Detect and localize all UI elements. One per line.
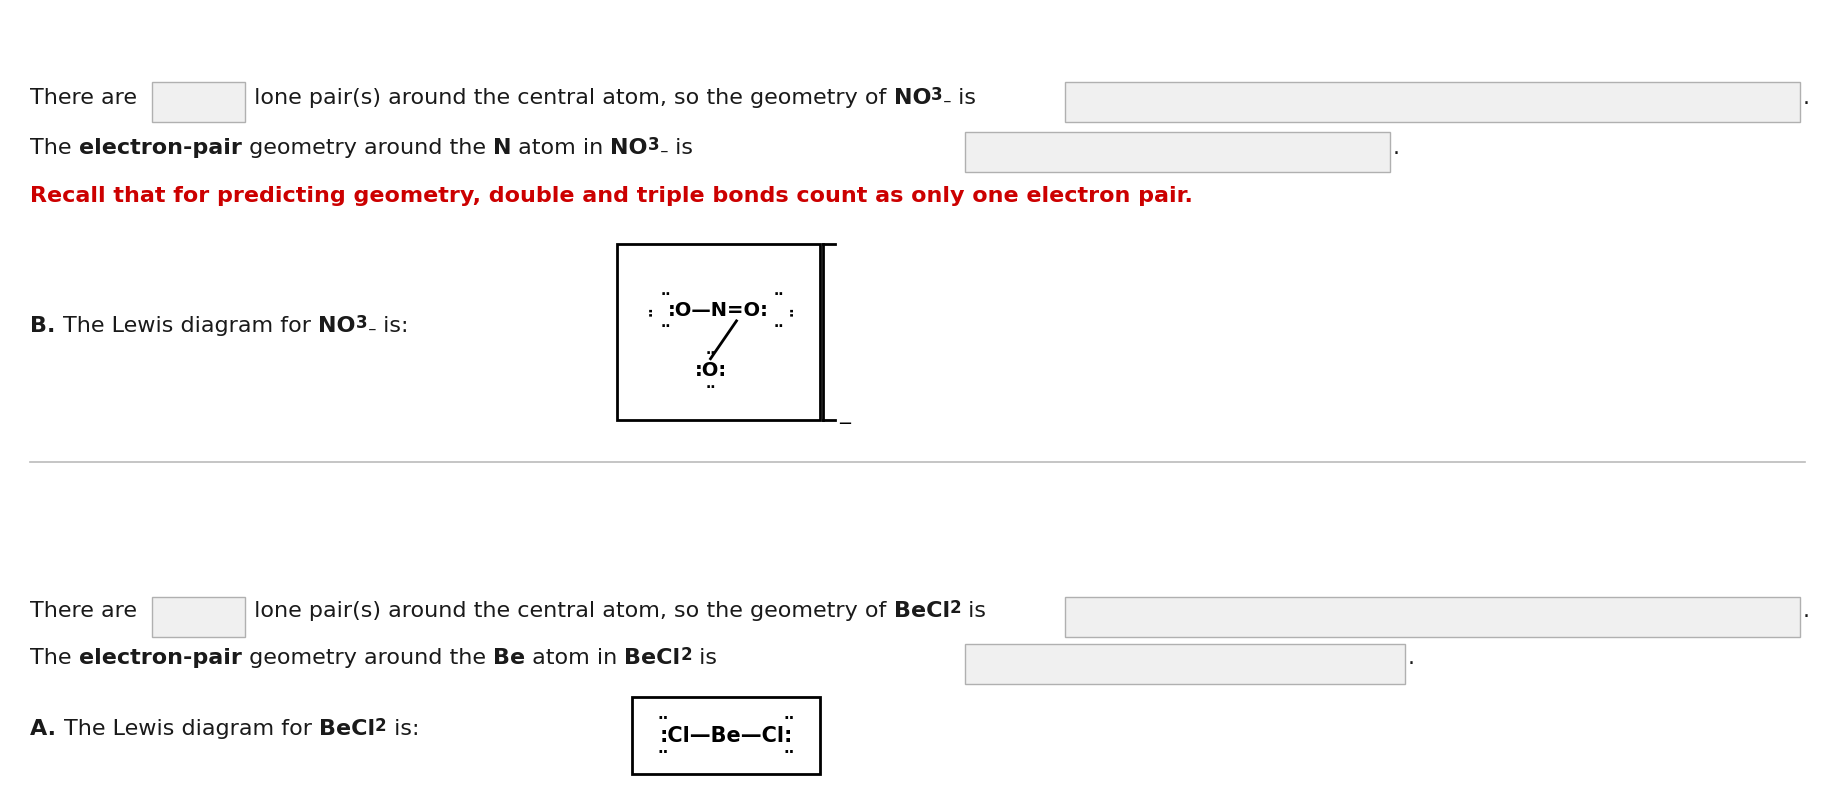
Text: The: The bbox=[29, 138, 79, 158]
Bar bbox=[152, 82, 246, 122]
Text: The Lewis diagram for: The Lewis diagram for bbox=[64, 719, 319, 739]
Text: is: is bbox=[668, 138, 694, 158]
Bar bbox=[617, 244, 820, 420]
Text: ··: ·· bbox=[773, 320, 784, 334]
Text: atom in: atom in bbox=[525, 648, 624, 668]
Text: 3: 3 bbox=[648, 136, 659, 154]
Text: 3: 3 bbox=[930, 86, 943, 104]
Text: N: N bbox=[492, 138, 512, 158]
Text: 2: 2 bbox=[681, 646, 692, 664]
Text: NO: NO bbox=[611, 138, 648, 158]
Bar bbox=[965, 644, 1406, 684]
Text: atom in: atom in bbox=[512, 138, 611, 158]
Text: NO: NO bbox=[894, 88, 930, 108]
Text: is: is bbox=[692, 648, 717, 668]
Text: Be: Be bbox=[492, 648, 525, 668]
Text: There are: There are bbox=[29, 601, 138, 621]
Text: :O:: :O: bbox=[694, 361, 727, 380]
Text: electron-pair: electron-pair bbox=[79, 648, 242, 668]
Text: ⁻: ⁻ bbox=[367, 324, 376, 342]
Bar bbox=[1064, 597, 1800, 637]
Text: ··: ·· bbox=[784, 745, 795, 760]
Bar bbox=[631, 697, 820, 774]
Text: There are: There are bbox=[29, 88, 138, 108]
Text: .: . bbox=[1393, 138, 1400, 158]
Text: ··: ·· bbox=[661, 320, 672, 334]
Text: is: is bbox=[962, 601, 985, 621]
Text: BeCl: BeCl bbox=[624, 648, 681, 668]
Text: .: . bbox=[1407, 648, 1415, 668]
Text: :O—N=O:: :O—N=O: bbox=[668, 302, 769, 321]
Text: ··: ·· bbox=[657, 745, 668, 760]
Text: ··: ·· bbox=[644, 306, 659, 316]
Text: −: − bbox=[837, 415, 851, 433]
Text: ··: ·· bbox=[785, 306, 800, 316]
Text: ··: ·· bbox=[784, 711, 795, 726]
Text: ··: ·· bbox=[661, 287, 672, 302]
Text: ··: ·· bbox=[657, 711, 668, 726]
Text: geometry around the: geometry around the bbox=[242, 138, 492, 158]
Text: lone pair(s) around the central atom, so the geometry of: lone pair(s) around the central atom, so… bbox=[248, 88, 894, 108]
Text: is:: is: bbox=[387, 719, 418, 739]
Text: lone pair(s) around the central atom, so the geometry of: lone pair(s) around the central atom, so… bbox=[248, 601, 894, 621]
Text: ⁻: ⁻ bbox=[659, 146, 668, 164]
Text: .: . bbox=[1804, 88, 1809, 108]
Text: NO: NO bbox=[317, 316, 356, 336]
Text: BeCl: BeCl bbox=[319, 719, 374, 739]
Text: :Cl—Be—Cl:: :Cl—Be—Cl: bbox=[659, 725, 793, 745]
Text: Recall that for predicting geometry, double and triple bonds count as only one e: Recall that for predicting geometry, dou… bbox=[29, 186, 1193, 206]
Text: A.: A. bbox=[29, 719, 64, 739]
Bar bbox=[1064, 82, 1800, 122]
Text: The Lewis diagram for: The Lewis diagram for bbox=[62, 316, 317, 336]
Text: geometry around the: geometry around the bbox=[242, 648, 492, 668]
Text: 2: 2 bbox=[951, 599, 962, 617]
Text: 3: 3 bbox=[356, 314, 367, 332]
Text: is: is bbox=[951, 88, 976, 108]
Text: ⁻: ⁻ bbox=[943, 96, 951, 114]
Bar bbox=[965, 132, 1389, 172]
Text: B.: B. bbox=[29, 316, 62, 336]
Text: The: The bbox=[29, 648, 79, 668]
Text: is:: is: bbox=[376, 316, 409, 336]
Text: 2: 2 bbox=[374, 717, 387, 735]
Text: ··: ·· bbox=[773, 287, 784, 302]
Bar bbox=[152, 597, 246, 637]
Text: ··: ·· bbox=[705, 381, 716, 394]
Text: BeCl: BeCl bbox=[894, 601, 951, 621]
Text: .: . bbox=[1804, 601, 1809, 621]
Text: electron-pair: electron-pair bbox=[79, 138, 242, 158]
Text: ··: ·· bbox=[705, 347, 716, 360]
